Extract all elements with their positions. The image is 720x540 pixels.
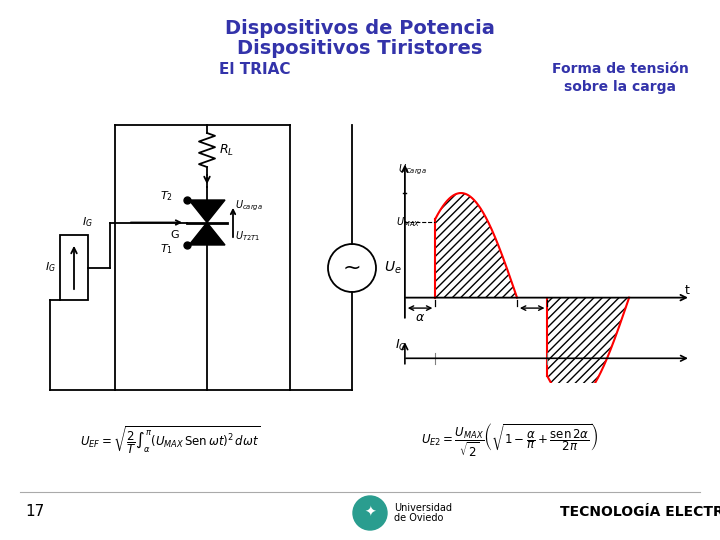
Text: Dispositivos Tiristores: Dispositivos Tiristores xyxy=(238,38,482,57)
Text: G: G xyxy=(171,230,179,240)
Polygon shape xyxy=(189,200,225,222)
Text: $I_G$: $I_G$ xyxy=(45,261,56,274)
Text: $U_{MAX}$: $U_{MAX}$ xyxy=(396,215,420,229)
Text: t: t xyxy=(685,284,690,297)
Text: $U_e$: $U_e$ xyxy=(384,260,402,276)
Text: de Oviedo: de Oviedo xyxy=(394,513,444,523)
Text: $U_{E2} = \dfrac{U_{MAX}}{\sqrt{2}} \left(\sqrt{1 - \dfrac{\alpha}{\pi} + \dfrac: $U_{E2} = \dfrac{U_{MAX}}{\sqrt{2}} \lef… xyxy=(421,421,599,459)
Circle shape xyxy=(353,496,387,530)
Text: ✦: ✦ xyxy=(364,506,376,520)
Text: Universidad: Universidad xyxy=(394,503,452,513)
Text: TECNOLOGÍA ELECTRÓNICA: TECNOLOGÍA ELECTRÓNICA xyxy=(560,505,720,519)
Polygon shape xyxy=(189,222,225,245)
Text: El TRIAC: El TRIAC xyxy=(220,63,291,78)
Text: $U_{T2T1}$: $U_{T2T1}$ xyxy=(235,230,261,244)
Text: $I_G$: $I_G$ xyxy=(82,215,93,230)
Text: $U_{EF} = \sqrt{\dfrac{2}{T} \int_{\alpha}^{\pi} (U_{MAX}\,\mathrm{Sen}\,\omega : $U_{EF} = \sqrt{\dfrac{2}{T} \int_{\alph… xyxy=(80,424,260,456)
Text: $R_L$: $R_L$ xyxy=(219,143,234,158)
Text: $T_2$: $T_2$ xyxy=(160,189,173,203)
Text: ~: ~ xyxy=(343,258,361,278)
Text: $U_{carga}$: $U_{carga}$ xyxy=(235,199,263,213)
Text: $U_{Carga}$: $U_{Carga}$ xyxy=(398,163,428,177)
Text: 17: 17 xyxy=(25,504,44,519)
Text: Forma de tensión
sobre la carga: Forma de tensión sobre la carga xyxy=(552,62,688,94)
Text: Dispositivos de Potencia: Dispositivos de Potencia xyxy=(225,18,495,37)
Text: $T_1$: $T_1$ xyxy=(160,242,173,256)
Text: $\alpha$: $\alpha$ xyxy=(415,311,425,324)
Text: $I_G$: $I_G$ xyxy=(395,338,407,353)
Bar xyxy=(60,235,88,300)
